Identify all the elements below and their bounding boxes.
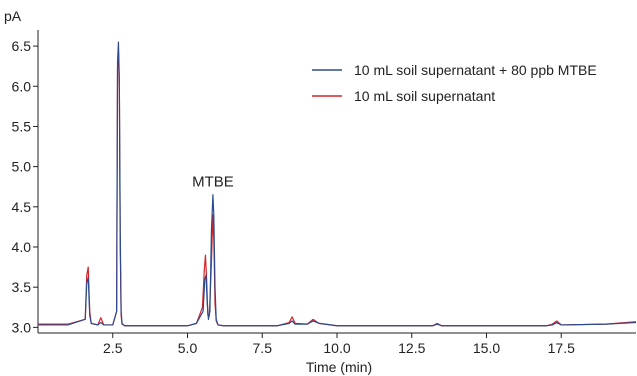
y-tick-label: 5.0: [12, 159, 32, 175]
x-tick-label: 2.5: [103, 340, 123, 356]
x-tick-label: 12.5: [398, 340, 425, 356]
x-tick-label: 15.0: [473, 340, 500, 356]
x-tick-label: 10.0: [323, 340, 350, 356]
legend-label-2: 10 mL soil supernatant: [354, 88, 495, 104]
y-tick-label: 4.0: [12, 239, 32, 255]
axes: [33, 30, 636, 338]
labels: 3.0 3.5 4.0 4.5 5.0 5.5 6.0 6.5 2.5 5.0 7.5 10.0 12.…: [4, 8, 597, 375]
x-tick-label: 5.0: [178, 340, 198, 356]
y-tick-label: 4.5: [12, 199, 32, 215]
x-axis-title: Time (min): [306, 359, 372, 375]
y-tick-label: 6.0: [12, 78, 32, 94]
x-tick-label: 17.5: [548, 340, 575, 356]
y-axis-title: pA: [4, 8, 22, 24]
y-tick-label: 3.5: [12, 279, 32, 295]
legend-label-1: 10 mL soil supernatant + 80 ppb MTBE: [354, 62, 597, 78]
y-tick-label: 3.0: [12, 319, 32, 335]
series-layer: [38, 41, 637, 327]
x-tick-label: 7.5: [253, 340, 273, 356]
series-line-1: [38, 41, 637, 327]
series-line-2: [38, 49, 637, 327]
annotation-label: MTBE: [192, 174, 234, 191]
y-tick-label: 5.5: [12, 118, 32, 134]
y-tick-label: 6.5: [12, 38, 32, 54]
